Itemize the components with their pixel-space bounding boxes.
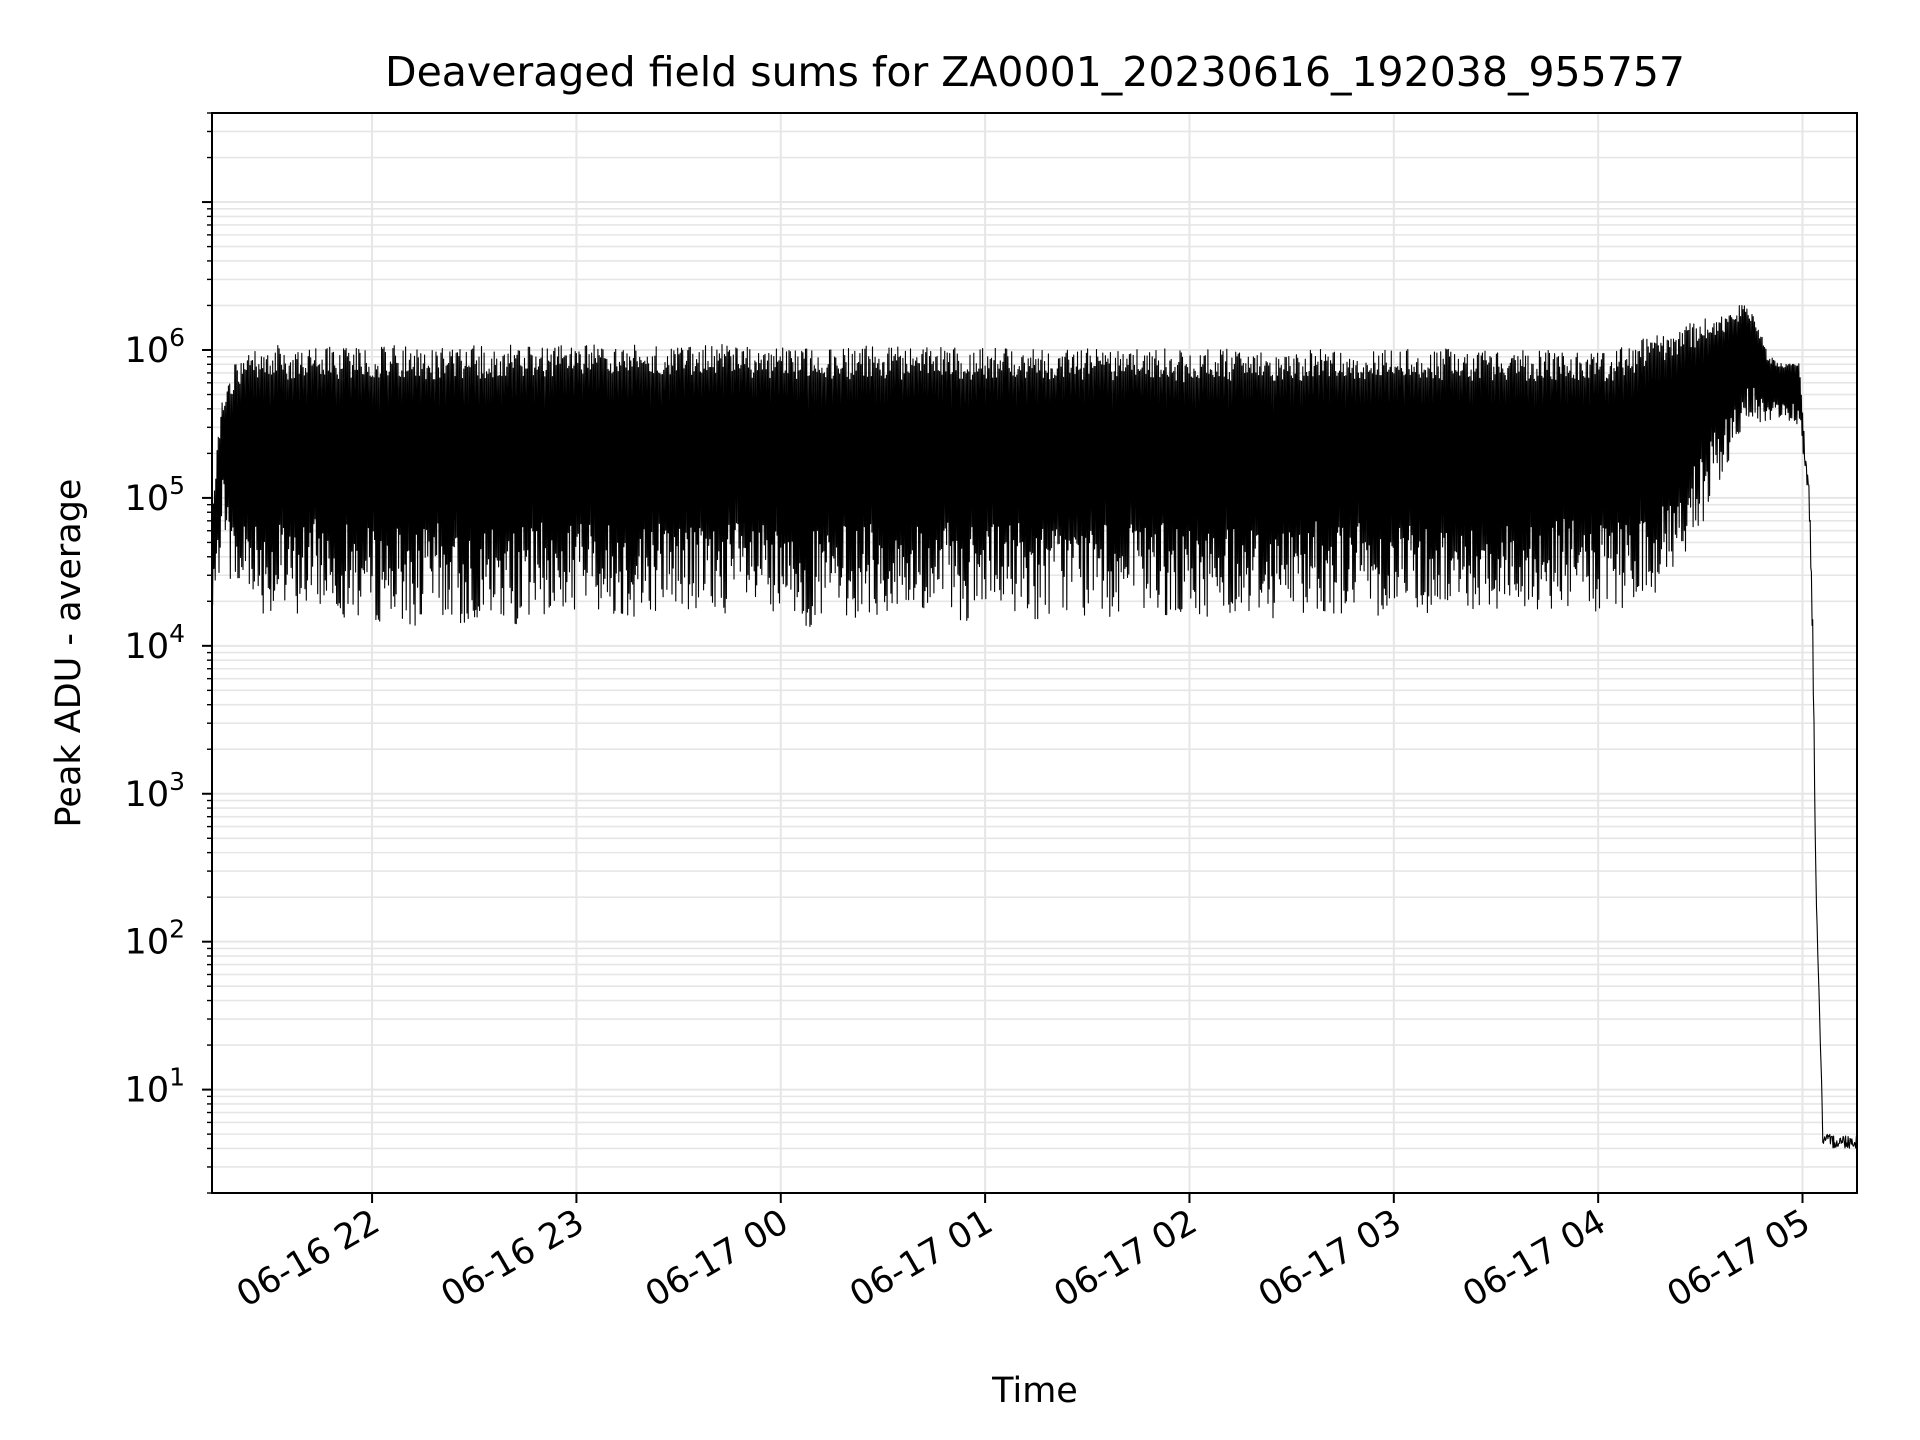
y-tick-label-exponent: 6	[169, 323, 185, 352]
y-tick-label-base: 10	[125, 775, 170, 815]
y-tick-label-exponent: 4	[169, 619, 185, 648]
y-tick-label: 104	[125, 619, 185, 667]
y-tick-label-base: 10	[125, 923, 170, 963]
y-tick-label-base: 10	[125, 627, 170, 667]
series-layer	[211, 305, 1858, 1149]
y-tick-label: 102	[125, 915, 185, 963]
grid-layer	[212, 112, 1857, 1194]
y-tick-label-base: 10	[125, 331, 170, 371]
y-tick-label-base: 10	[125, 479, 170, 519]
y-tick-label: 105	[125, 471, 185, 519]
y-tick-label: 103	[125, 767, 185, 815]
y-axis-label: Peak ADU - average	[49, 479, 89, 828]
y-tick-label-base: 10	[125, 1071, 170, 1111]
chart-title: Deaveraged field sums for ZA0001_2023061…	[385, 48, 1685, 96]
data-series-line	[211, 305, 1858, 1149]
y-tick-label: 101	[125, 1063, 185, 1111]
y-tick-label-exponent: 5	[169, 471, 185, 500]
y-tick-label-exponent: 1	[169, 1063, 185, 1092]
y-tick-label-exponent: 3	[169, 767, 185, 796]
y-tick-label: 106	[125, 323, 185, 371]
y-tick-label-exponent: 2	[169, 915, 185, 944]
x-axis-label: Time	[991, 1371, 1078, 1411]
